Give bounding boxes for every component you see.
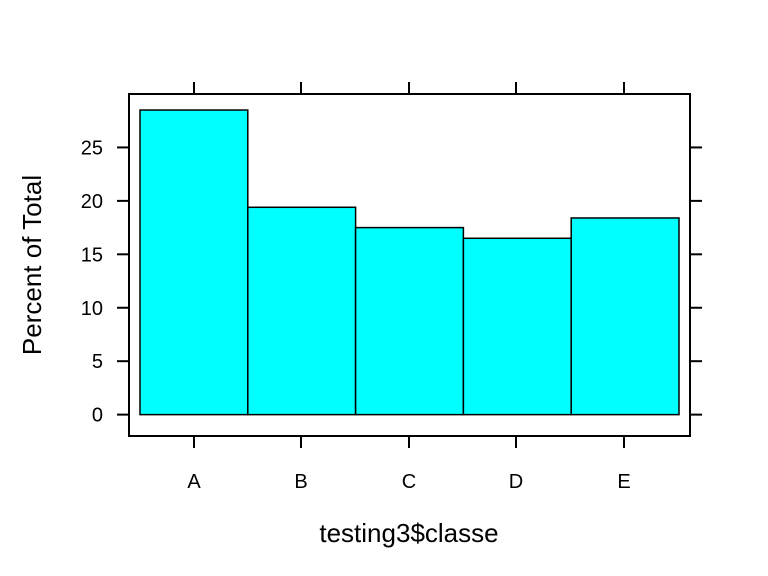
x-tick-label: C (402, 471, 416, 493)
y-tick-label: 10 (81, 298, 103, 320)
y-tick-label: 25 (81, 137, 103, 159)
y-axis-ticks: 0 5 10 15 20 25 (81, 137, 702, 427)
bar-B (247, 206, 357, 416)
x-axis-ticks: A B C D E (187, 82, 631, 493)
bar-D (462, 237, 572, 416)
x-axis-label: testing3$classe (319, 518, 498, 548)
bar-A (139, 109, 249, 416)
y-tick-label: 0 (92, 405, 103, 427)
y-axis-label: Percent of Total (17, 175, 47, 355)
y-tick-label: 5 (92, 351, 103, 373)
y-tick-label: 15 (81, 244, 103, 266)
x-tick-label: E (617, 471, 630, 493)
bars-group (139, 109, 680, 416)
y-tick-label: 20 (81, 191, 103, 213)
x-tick-label: D (509, 471, 523, 493)
bar-E (570, 217, 680, 416)
bar-C (354, 226, 465, 416)
x-tick-label: A (187, 471, 201, 493)
x-tick-label: B (294, 471, 307, 493)
